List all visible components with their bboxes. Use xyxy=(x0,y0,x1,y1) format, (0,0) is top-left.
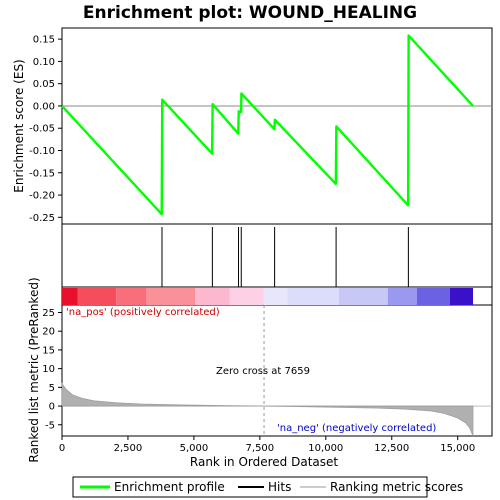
x-tick-label-3: 7,500 xyxy=(246,443,275,454)
metric-y-tick-label-1: 0 xyxy=(49,402,55,413)
band-segment-9 xyxy=(387,288,417,305)
metric-y-tick-label-5: 20 xyxy=(42,327,55,338)
es-y-tick-label-8: 0.15 xyxy=(33,35,55,46)
metric-y-axis-label: Ranked list metric (PreRanked) xyxy=(27,277,41,462)
color-band xyxy=(62,288,474,305)
x-axis-label: Rank in Ordered Dataset xyxy=(190,455,338,469)
band-segment-0 xyxy=(62,288,78,305)
plot-frame xyxy=(61,27,493,437)
band-segment-10 xyxy=(416,288,450,305)
band-segment-8 xyxy=(338,288,388,305)
es-y-tick-label-7: 0.10 xyxy=(33,57,55,68)
es-y-axis-label: Enrichment score (ES) xyxy=(12,59,26,192)
metric-y-tick-label-2: 5 xyxy=(49,383,55,394)
band-segment-3 xyxy=(146,288,196,305)
zero-cross-label: Zero cross at 7659 xyxy=(216,366,310,377)
es-y-tick-label-0: -0.25 xyxy=(29,213,55,224)
chart-title: Enrichment plot: WOUND_HEALING xyxy=(83,3,417,23)
ranking-metric-area xyxy=(61,382,492,437)
x-tick-label-2: 5,000 xyxy=(180,443,209,454)
metric-area xyxy=(61,382,474,437)
band-segment-6 xyxy=(263,288,288,305)
enrichment-profile xyxy=(61,34,474,216)
metric-y-axis: -5 0 5 10 15 20 25 xyxy=(42,308,62,431)
es-y-tick-label-3: -0.10 xyxy=(29,146,55,157)
x-tick-label-4: 10,000 xyxy=(308,443,343,454)
band-segment-5 xyxy=(229,288,264,305)
x-tick-label-0: 0 xyxy=(59,443,65,454)
band-segment-4 xyxy=(195,288,230,305)
enrichment-profile-line xyxy=(61,34,474,216)
x-tick-label-1: 2,500 xyxy=(114,443,143,454)
legend-label-hits: Hits xyxy=(268,480,291,494)
es-y-tick-label-1: -0.20 xyxy=(29,191,55,202)
band-segment-7 xyxy=(287,288,339,305)
band-segment-1 xyxy=(77,288,117,305)
metric-y-tick-label-3: 10 xyxy=(42,364,55,375)
es-y-tick-label-2: -0.15 xyxy=(29,168,55,179)
es-y-tick-label-5: 0.00 xyxy=(33,101,55,112)
band-segment-11 xyxy=(449,288,474,305)
pos-correlated-label: 'na_pos' (positively correlated) xyxy=(66,307,220,318)
legend-label-enrichment-profile: Enrichment profile xyxy=(114,480,225,494)
band-segment-2 xyxy=(116,288,147,305)
legend-label-ranking-metric-scores: Ranking metric scores xyxy=(330,480,463,494)
x-tick-label-5: 12,500 xyxy=(374,443,409,454)
x-axis: 0 2,500 5,000 7,500 10,000 12,500 15,000 xyxy=(59,436,475,454)
x-tick-label-6: 15,000 xyxy=(440,443,475,454)
metric-y-tick-label-4: 15 xyxy=(42,345,55,356)
metric-y-tick-label-6: 25 xyxy=(42,308,55,319)
neg-correlated-label: 'na_neg' (negatively correlated) xyxy=(277,423,436,434)
metric-y-tick-label-0: -5 xyxy=(45,420,55,431)
es-y-axis: -0.25 -0.20 -0.15 -0.10 -0.05 0.00 0.05 0.10 0.1… xyxy=(29,35,62,224)
es-y-tick-label-4: -0.05 xyxy=(29,124,55,135)
hits-layer xyxy=(161,227,409,287)
es-y-tick-label-6: 0.05 xyxy=(33,79,55,90)
